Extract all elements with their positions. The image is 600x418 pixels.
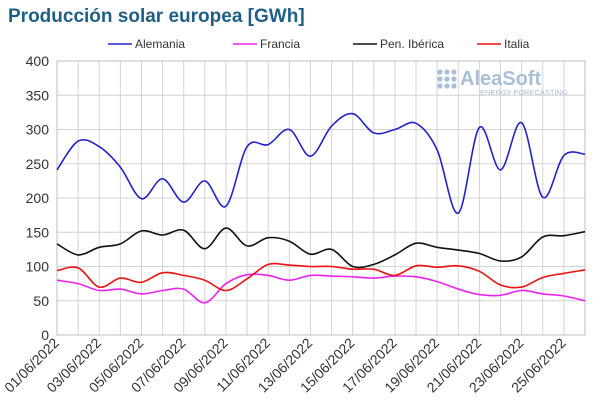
y-tick-label: 300: [26, 122, 50, 138]
y-axis: 0 50 100 150 200 250 300 350 400: [26, 53, 50, 343]
aleasoft-logo-icon: [437, 69, 457, 89]
plot-border: [56, 60, 586, 336]
watermark-brand: AleaSoft: [460, 68, 541, 90]
grid-layer: [56, 60, 586, 336]
y-tick-label: 400: [26, 53, 50, 69]
series-line-pen-iberica: [56, 227, 586, 269]
y-tick-label: 350: [26, 87, 50, 103]
y-tick-label: 150: [26, 224, 50, 240]
legend: Alemania Francia Pen. Ibérica Italia: [108, 37, 530, 51]
y-tick-label: 200: [26, 190, 50, 206]
legend-label-italia: Italia: [504, 37, 530, 51]
y-tick-label: 0: [41, 327, 49, 343]
legend-label-francia: Francia: [260, 37, 300, 51]
y-tick-label: 100: [26, 259, 50, 275]
series-line-francia: [56, 273, 586, 304]
y-tick-label: 50: [33, 293, 49, 309]
series-layer: [56, 112, 586, 304]
watermark-tagline: ENERGY FORECASTING: [480, 88, 568, 97]
y-tick-label: 250: [26, 156, 50, 172]
series-line-italia: [56, 262, 586, 292]
watermark: AleaSoft ENERGY FORECASTING: [437, 68, 568, 97]
series-line-alemania: [56, 112, 586, 214]
legend-label-alemania: Alemania: [135, 37, 185, 51]
legend-label-pen-iberica: Pen. Ibérica: [380, 37, 444, 51]
chart-title: Producción solar europea [GWh]: [8, 6, 305, 27]
x-axis: 01/06/202203/06/202205/06/202207/06/2022…: [1, 334, 569, 395]
